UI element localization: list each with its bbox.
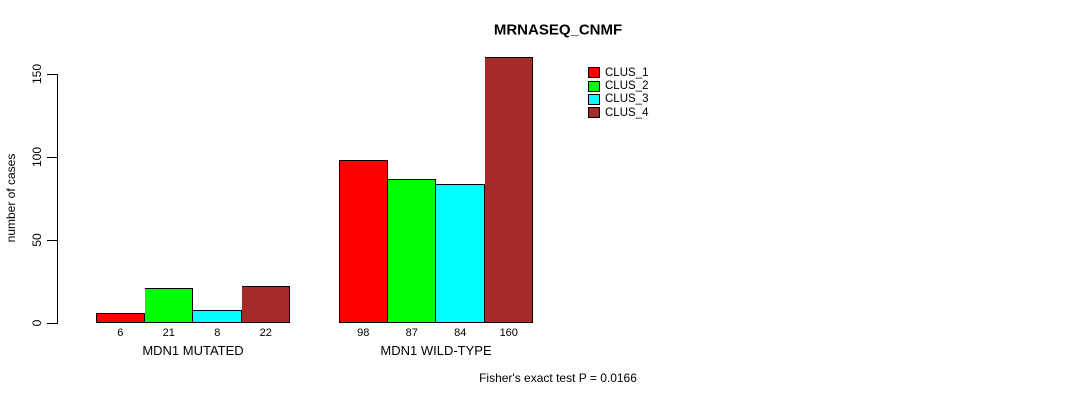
bar-clus_2-wild-type (387, 178, 436, 323)
bar-value-label: 8 (214, 327, 221, 339)
group-label: MDN1 MUTATED (142, 343, 244, 358)
y-axis-tick-label: 50 (30, 233, 44, 247)
bar-value-label: 21 (162, 327, 175, 339)
y-axis-tick (47, 239, 57, 241)
legend: CLUS_1 CLUS_2 CLUS_3 CLUS_4 (588, 66, 648, 120)
legend-item-clus_3: CLUS_3 (588, 93, 648, 106)
legend-swatch (588, 93, 600, 105)
bar-value-label: 6 (117, 327, 124, 339)
legend-item-clus_4: CLUS_4 (588, 106, 648, 119)
y-axis-tick-label: 0 (30, 319, 44, 327)
legend-swatch (588, 67, 600, 79)
y-axis-tick (47, 73, 57, 75)
y-axis-tick-label: 100 (30, 146, 44, 168)
bar-clus_3-wild-type (436, 183, 485, 323)
bar-value-label: 22 (259, 327, 272, 339)
legend-swatch (588, 107, 600, 119)
annotation-text: Fisher's exact test P = 0.0166 (479, 371, 637, 385)
legend-label: CLUS_1 (605, 66, 649, 79)
bar-clus_3-mutated (193, 309, 242, 323)
legend-label: CLUS_3 (605, 93, 649, 106)
legend-item-clus_2: CLUS_2 (588, 79, 648, 92)
legend-label: CLUS_2 (605, 80, 649, 93)
bar-value-label: 87 (405, 327, 418, 339)
y-axis-tick-label: 150 (30, 63, 44, 85)
bar-clus_1-wild-type (339, 160, 388, 323)
legend-label: CLUS_4 (605, 106, 649, 119)
y-axis-line (57, 74, 58, 324)
bar-clus_1-mutated (96, 313, 145, 323)
legend-item-clus_1: CLUS_1 (588, 66, 648, 79)
bar-value-label: 98 (357, 327, 370, 339)
y-axis-label: number of cases (4, 153, 18, 243)
legend-swatch (588, 80, 600, 92)
bar-clus_4-mutated (241, 286, 290, 323)
chart-title: MRNASEQ_CNMF (493, 21, 623, 39)
y-axis-tick (47, 156, 57, 158)
group-label: MDN1 WILD-TYPE (380, 343, 492, 358)
bar-value-label: 160 (499, 327, 518, 339)
bar-clus_2-mutated (144, 288, 193, 323)
bar-clus_4-wild-type (484, 57, 533, 323)
bar-value-label: 84 (454, 327, 467, 339)
y-axis-tick (47, 322, 57, 324)
